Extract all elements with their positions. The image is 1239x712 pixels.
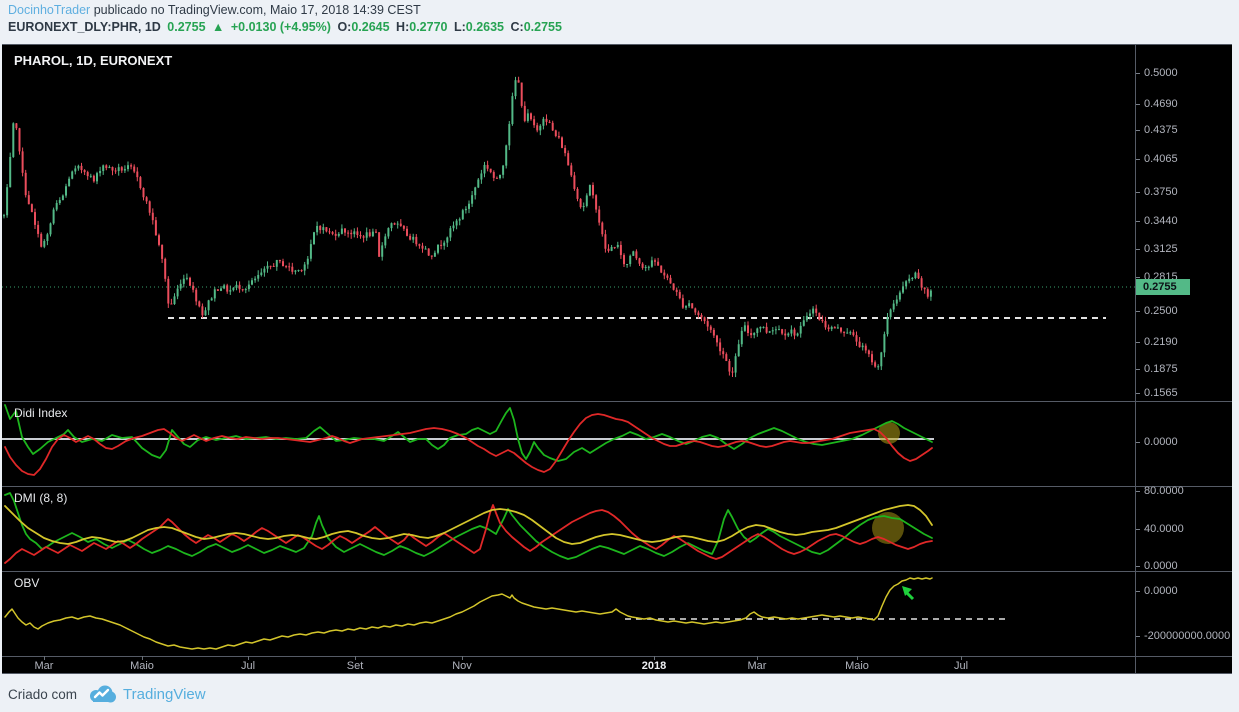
price-axis-label: 0.4375	[1144, 124, 1178, 136]
panel-separator[interactable]	[2, 401, 1232, 402]
time-axis-label: Mar	[747, 660, 767, 672]
time-axis[interactable]: Mar Maio Jul Set Nov 2018 Mar Maio Jul	[2, 656, 1232, 674]
price-plot[interactable]	[2, 45, 1135, 401]
price-axis-tick	[1136, 277, 1140, 278]
close-value: 0.2755	[523, 20, 562, 34]
dmi-panel[interactable]: DMI (8, 8)	[2, 486, 1135, 571]
panel-separator[interactable]	[2, 571, 1232, 572]
price-axis-label: 0.0000	[1144, 436, 1178, 448]
time-axis-border	[2, 656, 1232, 657]
price-badge: 0.2755	[1136, 279, 1190, 295]
obv-plot[interactable]	[2, 571, 1135, 656]
price-axis-label: 0.1875	[1144, 363, 1178, 375]
price-change: +0.0130 (+4.95%)	[230, 20, 331, 34]
price-axis-tick	[1136, 442, 1140, 443]
tradingview-logo-icon	[90, 685, 117, 703]
price-axis-tick	[1136, 159, 1140, 160]
low-value: 0.2635	[465, 20, 505, 34]
dmi-label: DMI (8, 8)	[14, 491, 68, 505]
price-axis-label: 80.0000	[1144, 485, 1184, 497]
close-label: C:	[510, 20, 524, 34]
low-label: L:	[453, 20, 466, 34]
last-price: 0.2755	[167, 20, 206, 34]
price-axis-label: 0.0000	[1144, 585, 1178, 597]
price-axis-label: 0.4065	[1144, 153, 1178, 165]
price-axis-tick	[1136, 529, 1140, 530]
obv-label: OBV	[14, 576, 40, 590]
time-axis-tick	[757, 656, 758, 660]
time-axis-tick	[961, 656, 962, 660]
high-label: H:	[396, 20, 410, 34]
created-with-text: Criado com	[8, 686, 78, 702]
didi-index-label: Didi Index	[14, 406, 68, 420]
time-axis-tick	[142, 656, 143, 660]
price-axis-tick	[1136, 130, 1140, 131]
open-label: O:	[337, 20, 352, 34]
obv-panel[interactable]: OBV	[2, 571, 1135, 656]
time-axis-tick	[462, 656, 463, 660]
time-axis-tick	[248, 656, 249, 660]
time-axis-label: Jul	[953, 660, 969, 672]
price-axis-label: 0.5000	[1144, 67, 1178, 79]
price-axis-label: 0.2500	[1144, 305, 1178, 317]
chart-bottom-border	[2, 673, 1232, 674]
price-axis-tick	[1136, 566, 1140, 567]
time-axis-label: Nov	[452, 660, 472, 672]
open-value: 0.2645	[351, 20, 390, 34]
price-axis-tick	[1136, 491, 1140, 492]
price-axis-label: 0.3125	[1144, 243, 1178, 255]
didi-index-panel[interactable]: Didi Index	[2, 401, 1135, 486]
time-axis-label: 2018	[641, 660, 667, 672]
time-axis-label: Mar	[34, 660, 54, 672]
symbol-info-line: EURONEXT_DLY:PHR, 1D 0.2755 ▲ +0.0130 (+…	[8, 20, 565, 34]
chart-title: PHAROL, 1D, EURONEXT	[14, 53, 173, 68]
price-axis-label: 0.2190	[1144, 336, 1178, 348]
price-axis-label: 0.1565	[1144, 387, 1178, 399]
chart-container[interactable]: PHAROL, 1D, EURONEXT Didi Index DMI (8, …	[2, 44, 1232, 674]
price-axis-tick	[1136, 249, 1140, 250]
tradingview-brand-text: TradingView	[123, 685, 206, 703]
time-axis-label: Jul	[240, 660, 256, 672]
price-axis-tick	[1136, 636, 1140, 637]
footer: Criado com TradingView	[8, 683, 206, 705]
time-axis-tick	[857, 656, 858, 660]
main-price-panel[interactable]: PHAROL, 1D, EURONEXT	[2, 45, 1135, 401]
time-axis-label: Maio	[130, 660, 154, 672]
time-axis-label: Set	[346, 660, 364, 672]
time-axis-label: Maio	[845, 660, 869, 672]
symbol-name: EURONEXT_DLY:PHR, 1D	[8, 20, 161, 34]
price-axis-label: 0.0000	[1144, 560, 1178, 572]
price-axis-tick	[1136, 393, 1140, 394]
price-axis-border	[1135, 45, 1136, 674]
publish-text: publicado no TradingView.com, Maio 17, 2…	[93, 3, 421, 17]
price-axis-tick	[1136, 342, 1140, 343]
time-axis-tick	[355, 656, 356, 660]
price-axis-tick	[1136, 73, 1140, 74]
price-axis[interactable]: 0.2755 0.5000 0.4690 0.4375 0.4065 0.3750 0.3…	[1136, 45, 1232, 674]
price-axis-tick	[1136, 369, 1140, 370]
panel-separator[interactable]	[2, 486, 1232, 487]
publish-info-line: DocinhoTrader publicado no TradingView.c…	[8, 3, 421, 17]
price-axis-tick	[1136, 192, 1140, 193]
price-axis-label: 40.0000	[1144, 523, 1184, 535]
up-arrow-icon: ▲	[212, 20, 225, 34]
didi-plot[interactable]	[2, 401, 1135, 486]
price-axis-tick	[1136, 591, 1140, 592]
price-axis-label: -200000000.0000	[1144, 630, 1231, 642]
price-axis-tick	[1136, 104, 1140, 105]
price-axis-label: 0.3750	[1144, 186, 1178, 198]
price-axis-label: 0.3440	[1144, 215, 1178, 227]
price-axis-tick	[1136, 221, 1140, 222]
dmi-plot[interactable]	[2, 486, 1135, 571]
author-name: DocinhoTrader	[8, 3, 91, 17]
price-axis-tick	[1136, 311, 1140, 312]
high-value: 0.2770	[409, 20, 448, 34]
time-axis-tick	[44, 656, 45, 660]
price-axis-label: 0.4690	[1144, 98, 1178, 110]
time-axis-tick	[654, 656, 655, 660]
